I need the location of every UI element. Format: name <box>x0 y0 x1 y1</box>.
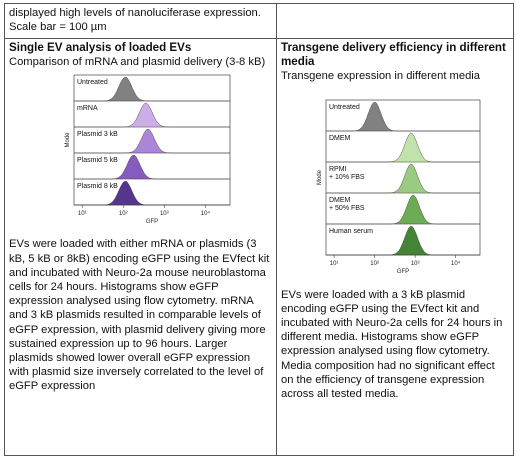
panel-label: Human serum <box>329 228 373 235</box>
panel-label: Plasmid 5 kB <box>77 157 118 164</box>
x-tick-label: 10⁴ <box>201 210 211 217</box>
panel-label: DMEM <box>329 197 351 204</box>
top-right-cell <box>276 3 514 39</box>
section-subheading: Comparison of mRNA and plasmid delivery … <box>9 56 266 69</box>
x-tick-label: 10³ <box>410 261 419 267</box>
histogram-peak <box>325 101 480 131</box>
x-axis-label: GFP <box>396 269 408 275</box>
scale-bar-note: Scale bar = 100 µm <box>9 21 107 34</box>
panel-label: Plasmid 3 kB <box>77 131 118 138</box>
histogram-svg-left: Untreated mRNA Plasmid 3 kB Plasmid 5 kB Pla… <box>65 75 231 225</box>
top-left-cell: displayed high levels of nanoluciferase … <box>4 3 277 39</box>
x-tick-label: 10¹ <box>78 211 87 217</box>
content-table: displayed high levels of nanoluciferase … <box>4 3 514 456</box>
histogram-peak <box>74 129 230 154</box>
x-tick-label: 10¹ <box>329 261 338 267</box>
panel-label: mRNA <box>77 105 98 112</box>
x-tick-label: 10⁴ <box>451 260 461 267</box>
histogram-peak <box>325 132 480 162</box>
panel-label: Plasmid 8 kB <box>77 183 118 190</box>
description-paragraph: EVs were loaded with either mRNA or plas… <box>9 238 270 393</box>
x-axis-label: GFP <box>146 219 158 225</box>
histogram-figure-right: Untreated DMEM RPMI + 10% FBS DMEM + 50% FBS H… <box>300 96 490 286</box>
plot-frame <box>325 99 480 255</box>
table-row: Single EV analysis of loaded EVs Compari… <box>4 38 514 456</box>
left-cell: Single EV analysis of loaded EVs Compari… <box>4 38 277 456</box>
right-cell: Transgene delivery efficiency in differe… <box>276 38 514 456</box>
panel-label: + 10% FBS <box>329 174 365 181</box>
x-tick-label: 10² <box>370 261 379 267</box>
panel-label: + 50% FBS <box>329 205 365 212</box>
histogram-peak <box>74 77 230 102</box>
panel-label: DMEM <box>329 135 351 142</box>
histogram-peak <box>325 194 480 224</box>
caption-line: displayed high levels of nanoluciferase … <box>9 7 261 19</box>
table-row: displayed high levels of nanoluciferase … <box>4 3 514 39</box>
histogram-peak <box>325 163 480 193</box>
plot-frame <box>73 75 231 206</box>
panel-label: Untreated <box>77 79 108 86</box>
section-heading: Transgene delivery efficiency in differe… <box>281 41 506 69</box>
panel-label: Untreated <box>329 104 360 111</box>
x-tick-label: 10² <box>119 211 128 217</box>
section-subheading: Transgene expression in different media <box>281 70 481 83</box>
description-paragraph: EVs were loaded with a 3 kB plasmid enco… <box>281 288 503 401</box>
histogram-peak <box>74 103 230 128</box>
histogram-peak <box>74 155 230 180</box>
panel-label: RPMI <box>329 166 347 173</box>
x-tick-label: 10³ <box>160 211 169 217</box>
section-heading: Single EV analysis of loaded EVs <box>9 41 192 54</box>
histogram-figure-left: Untreated mRNA Plasmid 3 kB Plasmid 5 kB Pla… <box>40 73 240 235</box>
y-axis-label: Mode <box>65 132 71 148</box>
y-axis-label: Mode <box>317 169 323 185</box>
